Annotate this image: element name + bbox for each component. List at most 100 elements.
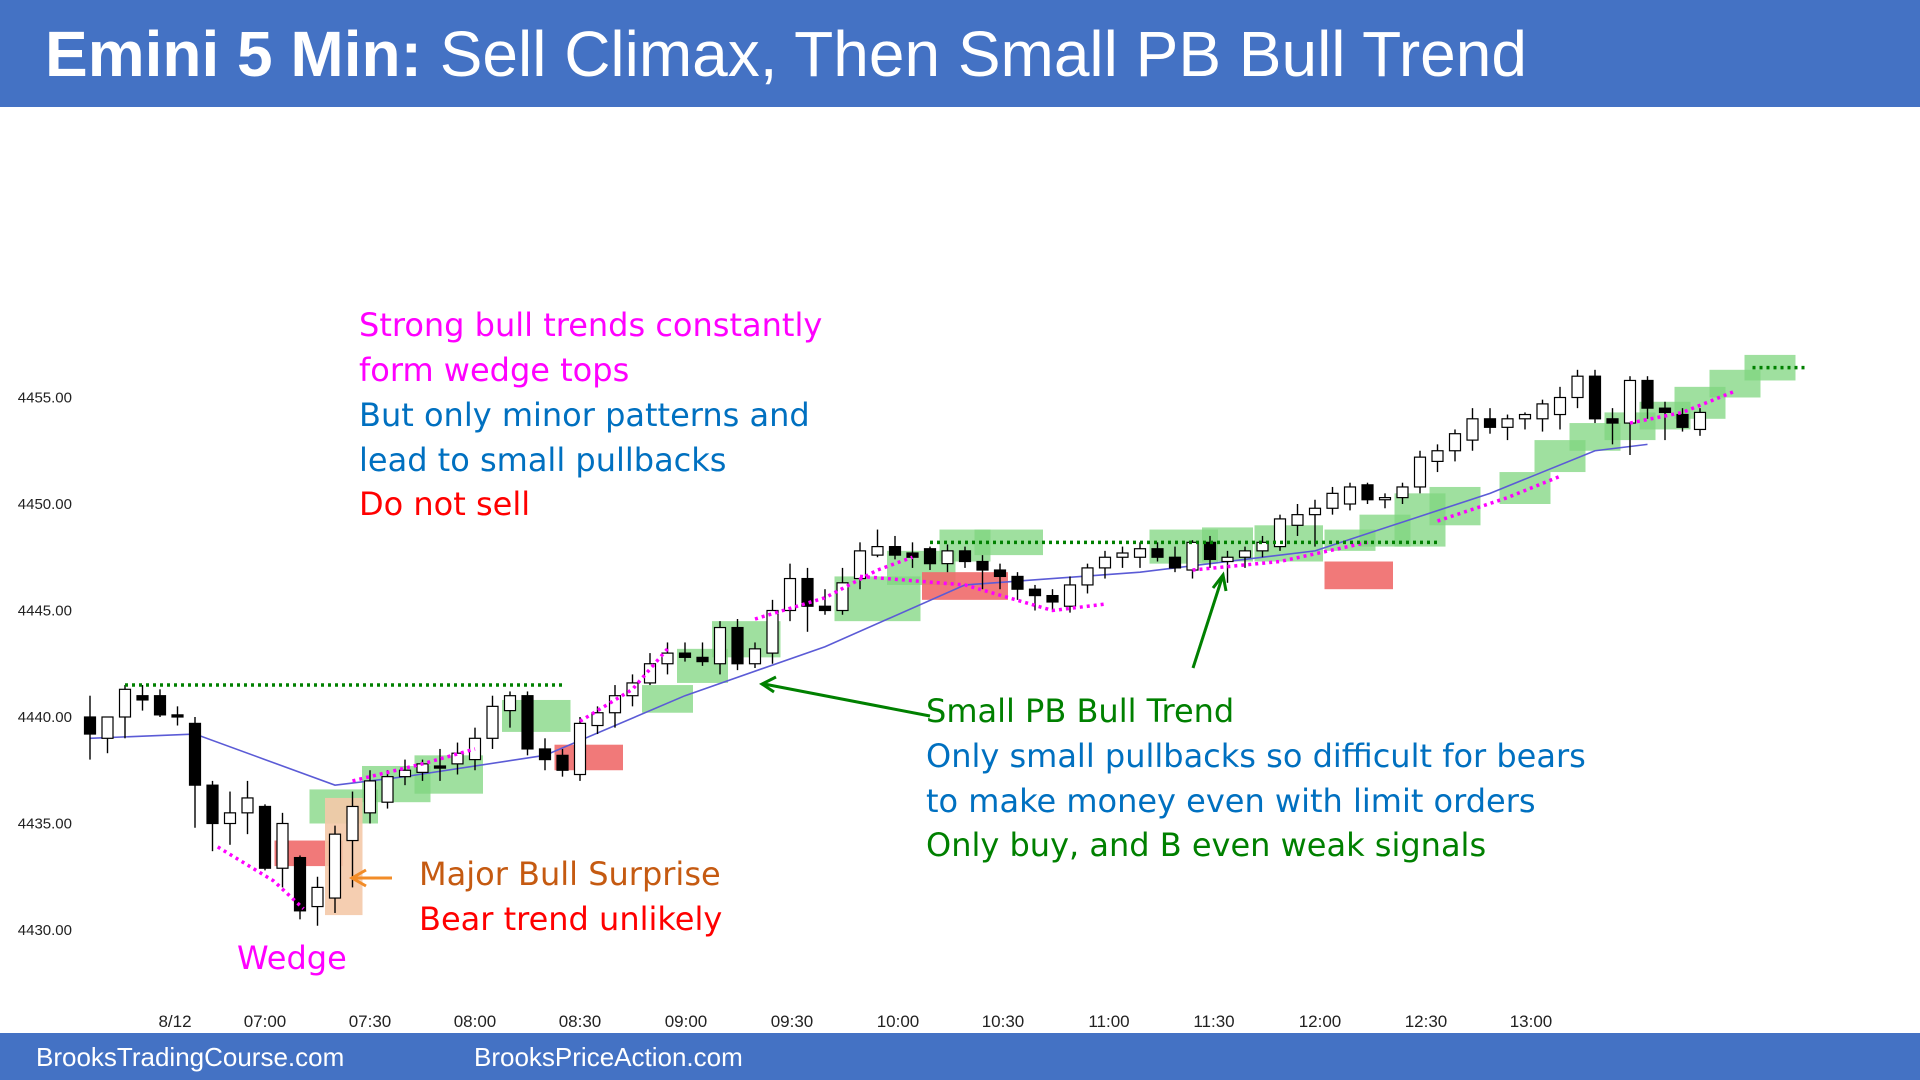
wedge-dotted-line (352, 747, 476, 783)
x-tick-label: 8/12 (158, 1012, 191, 1031)
bear-candle-body (1588, 375, 1602, 420)
bear-candle-body (906, 552, 919, 558)
bull-candle-body (871, 545, 884, 556)
candle (521, 691, 534, 756)
note-small-pb-bull-trend: Small PB Bull Trend (926, 692, 1235, 730)
candle (1098, 550, 1112, 579)
candle (1623, 376, 1637, 456)
bull-candle-body (1501, 418, 1514, 428)
candle (101, 716, 114, 754)
candle (1431, 444, 1444, 473)
note-bear-trend-unlikely: Bear trend unlikely (419, 900, 723, 938)
bull-candle-body (101, 716, 114, 739)
bear-candle-body (696, 656, 709, 663)
candle (1308, 499, 1322, 547)
wedge-dotted-line (1629, 389, 1736, 425)
candle (451, 742, 464, 775)
candle (1588, 369, 1602, 424)
candle (206, 780, 219, 852)
note-wedge-tops-1: Strong bull trends constantly (359, 306, 823, 344)
candle (1186, 540, 1199, 579)
candle (1448, 429, 1462, 462)
title-rest: Sell Climax, Then Small PB Bull Trend (421, 18, 1527, 90)
trendline-dots (125, 365, 1805, 910)
candle (1168, 546, 1182, 573)
bull-candle-body (1256, 541, 1269, 552)
note-do-not-sell: Do not sell (359, 485, 531, 523)
bear-candle-body (1676, 413, 1689, 428)
candle (556, 748, 569, 777)
bear-candle-body (258, 805, 272, 869)
candle (661, 642, 674, 675)
bull-candle-body (1571, 375, 1584, 399)
bear-candle-body (818, 605, 832, 612)
wedge-dotted-line (754, 555, 914, 621)
moving-average (89, 443, 1648, 786)
candle (1046, 589, 1059, 611)
y-tick-label: 4450.00 (18, 496, 72, 513)
bull-candle-body (1308, 507, 1322, 516)
candle (1606, 408, 1619, 445)
bear-candle-body (1203, 541, 1217, 560)
candle (993, 563, 1007, 590)
bull-candle-body (1518, 413, 1532, 420)
title-bar: Emini 5 Min: Sell Climax, Then Small PB … (0, 0, 1920, 107)
x-tick-label: 12:30 (1405, 1012, 1448, 1031)
candle (696, 642, 709, 666)
candle (1378, 493, 1392, 509)
footer-link-price-action[interactable]: BrooksPriceAction.com (474, 1042, 743, 1072)
x-tick-label: 11:00 (1088, 1012, 1129, 1031)
candle (1483, 408, 1497, 434)
bull-candle-body (1536, 403, 1549, 420)
bear-candle-body (1028, 588, 1042, 597)
bull-candle-body (1326, 492, 1339, 509)
candle (258, 804, 272, 871)
footer-link-trading-course[interactable]: BrooksTradingCourse.com (36, 1042, 345, 1072)
x-tick-label: 07:00 (244, 1012, 287, 1031)
candle (381, 770, 394, 809)
candle (1116, 546, 1129, 568)
candle (538, 738, 552, 771)
bull-candle-body (608, 695, 622, 714)
bull-candle-body (503, 695, 517, 712)
bull-candle-body (1431, 450, 1444, 462)
bull-candle-body (328, 833, 342, 899)
candle (678, 642, 692, 662)
bull-candle-body (661, 652, 674, 665)
note-only-small-pullbacks-2: to make money even with limit orders (926, 782, 1536, 820)
bear-candle-body (993, 569, 1007, 578)
bull-candle-body (1378, 497, 1392, 501)
title-bold: Emini 5 Min: (45, 18, 422, 90)
bull-candle-body (1273, 518, 1287, 548)
candle (311, 876, 324, 926)
bear-candle-body (556, 754, 569, 771)
bull-signal-box (414, 755, 483, 794)
candle (1536, 399, 1549, 432)
bull-candle-body (1448, 433, 1462, 452)
arrows (348, 571, 1228, 888)
bull-candle-body (573, 722, 587, 776)
candle (1396, 482, 1409, 504)
bull-candle-body (468, 737, 482, 761)
candle (1081, 563, 1094, 594)
bull-candle-body (1623, 379, 1637, 424)
candle (941, 544, 954, 573)
candle (888, 535, 902, 560)
note-wedge: Wedge (237, 939, 347, 977)
candle (398, 759, 412, 786)
x-tick-label: 10:30 (982, 1012, 1025, 1031)
wedge-dotted-line (1192, 540, 1368, 572)
bull-candle-body (748, 648, 762, 665)
bull-candle-body (1186, 541, 1199, 571)
bull-candle-body (363, 780, 377, 814)
candle (1658, 401, 1672, 441)
x-tick-label: 13:00 (1510, 1012, 1553, 1031)
candle (1466, 408, 1479, 451)
candle (171, 706, 184, 726)
bear-candle-body (1011, 575, 1024, 590)
note-only-small-pullbacks-1: Only small pullbacks so difficult for be… (926, 737, 1586, 775)
bear-candle-body (521, 695, 534, 750)
candle (573, 717, 587, 781)
bear-candle-body (83, 716, 97, 735)
bull-candle-body (713, 626, 727, 665)
